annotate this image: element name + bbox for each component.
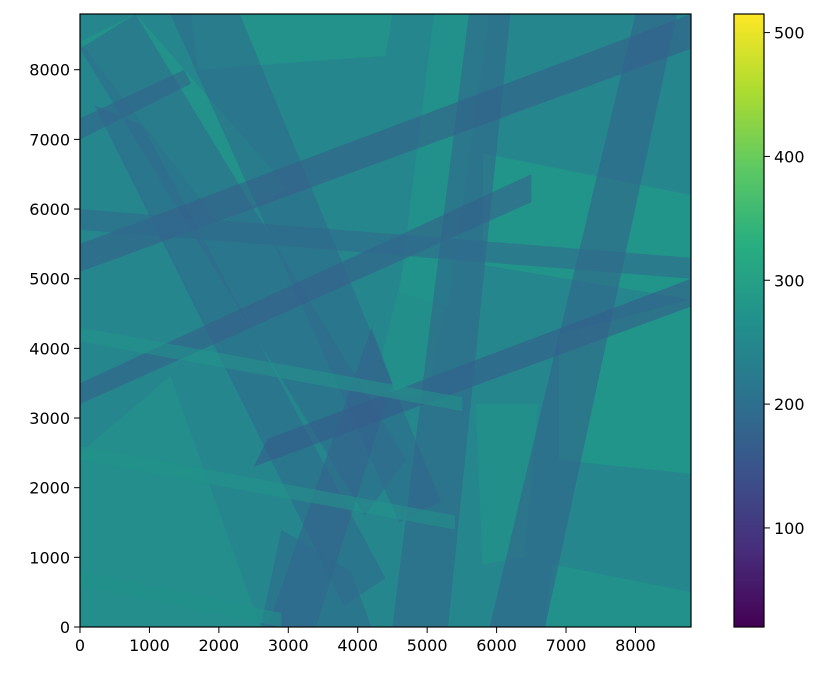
- x-tick-label: 7000: [546, 636, 587, 655]
- plot-frame: [79, 13, 692, 628]
- heatmap-band-dark-diag-nw-se-1: [80, 14, 407, 516]
- heatmap-band-bright-bar-h-3: [80, 571, 282, 627]
- heatmap-band-dark-diag-sw-ne-1: [80, 69, 192, 140]
- y-tick-label: 6000: [29, 200, 70, 219]
- y-axis: 0 1000 2000 3000 4000 5000 6000 7000 8000: [29, 61, 80, 637]
- colorbar-frame: [733, 13, 765, 628]
- colorbar-tick-label: 200: [774, 395, 805, 414]
- heatmap-band-dark-wedge-bottom: [260, 529, 372, 627]
- x-tick-label: 0: [75, 636, 85, 655]
- y-tick-label: 3000: [29, 409, 70, 428]
- heatmap-band-dark-diag-steep-2: [392, 14, 511, 627]
- heatmap-plot-area: [80, 14, 691, 627]
- colorbar-gradient: [734, 14, 764, 627]
- heatmap-band-dark-diag-sw-ne-2: [80, 14, 691, 272]
- x-tick-label: 5000: [407, 636, 448, 655]
- y-tick-label: 7000: [29, 130, 70, 149]
- colorbar-tick-label: 500: [774, 24, 805, 43]
- colorbar-ticks: 100 200 300 400 500: [764, 24, 805, 538]
- colorbar-tick-label: 300: [774, 271, 805, 290]
- y-tick-label: 4000: [29, 339, 70, 358]
- heatmap-band-bright-rect-bottom-right: [545, 564, 691, 627]
- x-tick-label: 4000: [337, 636, 378, 655]
- x-tick-label: 1000: [129, 636, 170, 655]
- x-tick-label: 3000: [268, 636, 309, 655]
- heatmap-band-bright-rect-lower-left: [80, 376, 261, 627]
- y-tick-label: 1000: [29, 548, 70, 567]
- y-tick-label: 8000: [29, 61, 70, 80]
- heatmap-band-dark-diag-sw-ne-4: [80, 174, 532, 405]
- colorbar-tick-label: 400: [774, 147, 805, 166]
- x-tick-label: 8000: [615, 636, 656, 655]
- heatmap-band-dark-diag-steep-3: [489, 14, 678, 627]
- y-tick-label: 5000: [29, 270, 70, 289]
- y-tick-label: 2000: [29, 479, 70, 498]
- heatmap-band-bright-bar-h-1: [80, 327, 462, 412]
- x-tick-label: 6000: [476, 636, 517, 655]
- x-axis: 0 1000 2000 3000 4000 5000 6000 7000 8000: [75, 627, 656, 655]
- heatmap-bands: [80, 14, 691, 627]
- heatmap-band-bright-bar-h-2: [80, 445, 455, 530]
- y-tick-label: 0: [60, 618, 70, 637]
- colorbar-tick-label: 100: [774, 519, 805, 538]
- heatmap-band-dark-diag-wnw-ese: [80, 209, 691, 279]
- x-tick-label: 2000: [199, 636, 240, 655]
- colorbar: 100 200 300 400 500: [733, 13, 805, 628]
